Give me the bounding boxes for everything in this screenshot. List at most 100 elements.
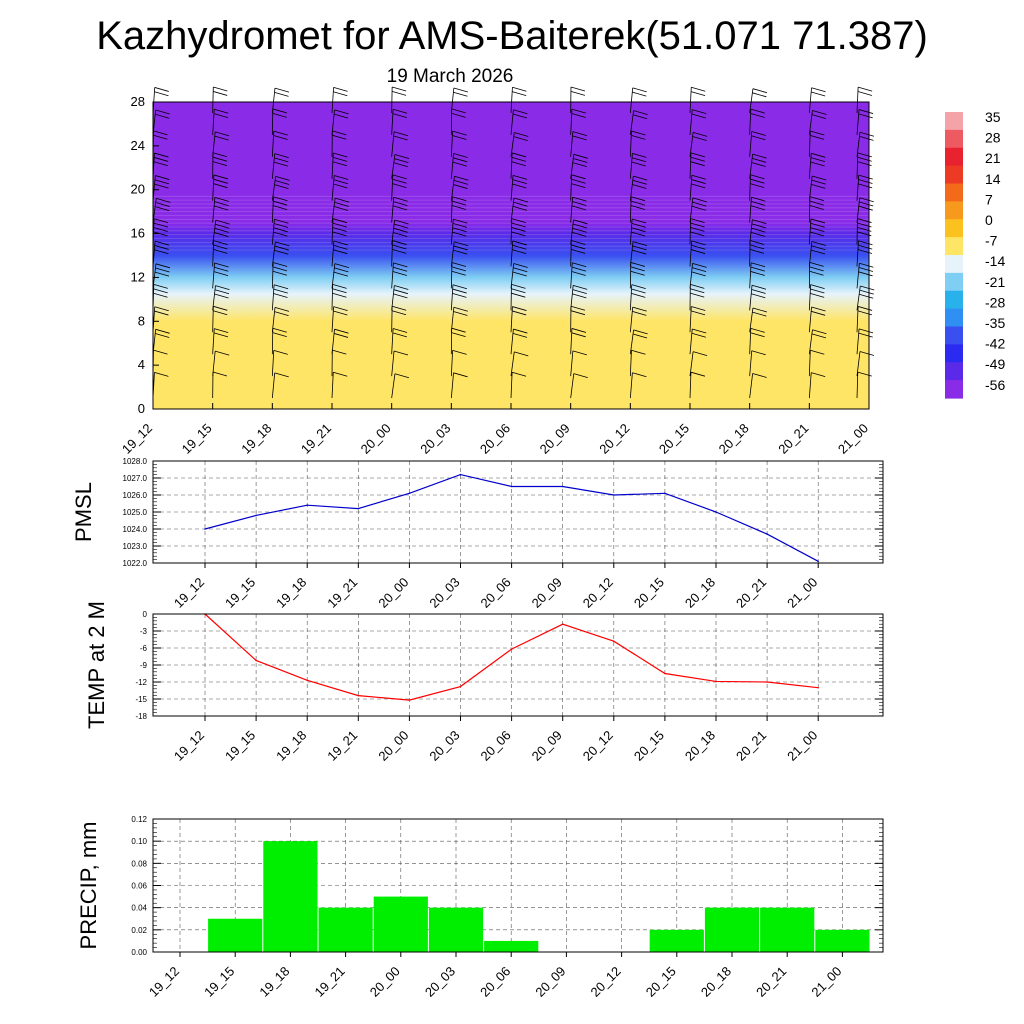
x-tick-label: 20_21: [733, 575, 769, 611]
wind-barb: [689, 197, 707, 223]
colorbar-swatch: [945, 112, 963, 131]
wind-barb: [749, 219, 767, 245]
data-point: [766, 681, 768, 683]
colorbar-label: -7: [985, 233, 998, 249]
wind-barb: [689, 218, 705, 245]
wind-barb: [212, 305, 228, 333]
wind-barb: [856, 240, 873, 267]
wind-barb: [629, 110, 648, 135]
wind-barb: [331, 152, 348, 179]
wind-barb: [570, 153, 588, 179]
colorbar-swatch: [945, 380, 963, 399]
x-tick-label: 20_09: [529, 575, 565, 611]
x-tick-label: 19_15: [201, 964, 237, 1000]
colorbar-swatch: [945, 308, 963, 328]
wind-barb: [391, 240, 407, 267]
x-tick-label: 19_12: [171, 575, 207, 611]
y-tick-label: 8: [138, 313, 145, 328]
wind-barb: [510, 351, 529, 377]
wind-barb: [331, 263, 349, 289]
wind-barb: [510, 174, 528, 201]
data-point: [613, 640, 615, 642]
y-tick-label: -3: [140, 627, 148, 636]
data-point: [357, 507, 360, 510]
wind-barb: [510, 218, 526, 245]
y-tick-label: 0.00: [131, 948, 147, 957]
wind-barb: [689, 371, 706, 399]
colorbar-label: 0: [985, 212, 993, 228]
wind-barb: [391, 196, 408, 223]
wind-barb: [689, 306, 706, 333]
wind-barb: [570, 350, 587, 377]
wind-barb: [749, 131, 766, 157]
wind-barb: [856, 306, 873, 333]
wind-barb: [749, 108, 765, 135]
x-tick-label: 20_03: [422, 964, 458, 1000]
wind-barb: [450, 349, 467, 377]
x-tick-label: 20_00: [375, 728, 411, 764]
data-point: [408, 492, 411, 495]
wind-barb: [510, 328, 528, 355]
temperature-field: [153, 102, 869, 409]
wind-barb: [856, 285, 875, 311]
colorbar-label: -56: [985, 377, 1005, 393]
y-tick-label: 0.12: [131, 815, 147, 824]
wind-barb: [450, 327, 466, 355]
y-tick-label: 0.04: [131, 904, 147, 913]
wind-barb: [510, 86, 527, 113]
wind-barb: [808, 87, 826, 113]
wind-barb: [629, 284, 646, 311]
wind-barb: [212, 240, 228, 267]
wind-barb: [391, 108, 408, 135]
wind-barb: [450, 87, 468, 114]
wind-barb: [629, 196, 646, 223]
wind-barb: [689, 174, 707, 201]
y-tick-label: 1028.0: [123, 457, 148, 466]
wind-barb: [450, 306, 468, 333]
colorbar-label: -49: [985, 356, 1005, 372]
colorbar-swatch: [945, 326, 963, 345]
wind-barb: [689, 132, 708, 157]
x-tick-label: 19_15: [222, 575, 258, 611]
wind-barb: [570, 262, 587, 289]
temp-chart: 0 -3 -6 -9 -12 -15 -18 19_12 19_15 19_18 19_21 20_0…: [84, 601, 884, 764]
x-tick-label: 20_09: [529, 728, 565, 764]
wind-barb: [212, 131, 230, 157]
x-tick-label: 20_03: [426, 575, 462, 611]
wind-barb: [510, 283, 526, 311]
x-tick-label: 19_12: [146, 964, 182, 1000]
precip-bar: [208, 918, 263, 952]
wind-barb: [629, 241, 648, 267]
wind-barb: [450, 108, 466, 135]
y-tick-label: 16: [131, 226, 145, 241]
wind-barb: [570, 284, 588, 311]
wind-barb: [629, 262, 645, 289]
x-tick-label: 20_09: [532, 964, 568, 1000]
data-point: [408, 699, 411, 701]
wind-barb: [856, 86, 873, 113]
wind-barb: [450, 284, 468, 311]
x-tick-label: 20_21: [733, 728, 769, 764]
x-tick-label: 20_00: [375, 575, 411, 611]
wind-barb: [391, 350, 409, 377]
wind-barb: [212, 174, 229, 201]
wind-barb: [808, 372, 826, 399]
wind-barb: [510, 197, 529, 223]
x-tick-label: 20_06: [478, 575, 514, 611]
wind-barb: [391, 219, 409, 245]
precip-bar: [484, 940, 539, 952]
precip-bar: [815, 929, 870, 952]
y-tick-label: 1023.0: [123, 542, 148, 551]
colorbar-label: 21: [985, 150, 1001, 166]
wind-barb: [808, 218, 826, 245]
wind-barb: [331, 328, 349, 355]
wind-barb: [749, 88, 768, 114]
y-tick-label: -9: [140, 661, 148, 670]
wind-barb: [212, 196, 229, 223]
wind-barb: [391, 86, 407, 113]
y-tick-label: 12: [131, 269, 145, 284]
wind-barb: [749, 153, 767, 179]
colorbar-label: -21: [985, 274, 1005, 290]
page-title: Kazhydromet for AMS-Baiterek(51.071 71.3…: [96, 14, 928, 58]
wind-barb: [450, 241, 469, 267]
